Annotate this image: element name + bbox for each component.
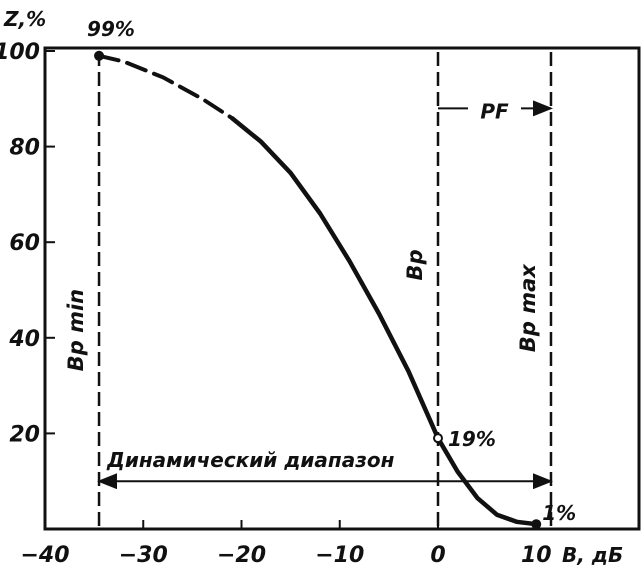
x-tick-label-2: −20 bbox=[217, 543, 266, 568]
range-label-0: Динамический диапазон bbox=[106, 448, 395, 472]
curve-dashed bbox=[97, 53, 234, 120]
point-marker-1 bbox=[433, 433, 443, 444]
point-label-1: 19% bbox=[448, 427, 496, 451]
x-tick-label-5: 10 bbox=[521, 543, 552, 568]
y-tick-label-0: 20 bbox=[9, 422, 40, 447]
point-label-0: 99% bbox=[87, 17, 135, 41]
x-axis-label: B, дБ bbox=[562, 543, 623, 567]
vline-label-2: Bp max bbox=[516, 263, 540, 352]
y-tick-label-4: 100 bbox=[0, 40, 40, 65]
x-tick-label-3: −10 bbox=[315, 543, 364, 568]
curve-solid bbox=[230, 116, 537, 527]
point-marker-0 bbox=[94, 50, 105, 61]
vline-label-1: Bp bbox=[403, 249, 427, 280]
plot-frame bbox=[43, 46, 641, 531]
y-axis-label: Z,% bbox=[3, 7, 46, 31]
range-label-1: PF bbox=[480, 99, 509, 123]
x-tick-label-0: −40 bbox=[20, 543, 69, 568]
y-tick-label-1: 40 bbox=[8, 327, 40, 352]
x-tick-label-4: 0 bbox=[430, 543, 445, 568]
y-tick-label-2: 60 bbox=[9, 231, 40, 256]
point-marker-2 bbox=[531, 519, 542, 530]
point-label-2: 1% bbox=[542, 501, 576, 525]
y-tick-label-3: 80 bbox=[9, 136, 40, 161]
vline-label-0: Bp min bbox=[64, 289, 88, 371]
x-tick-label-1: −30 bbox=[119, 543, 168, 568]
